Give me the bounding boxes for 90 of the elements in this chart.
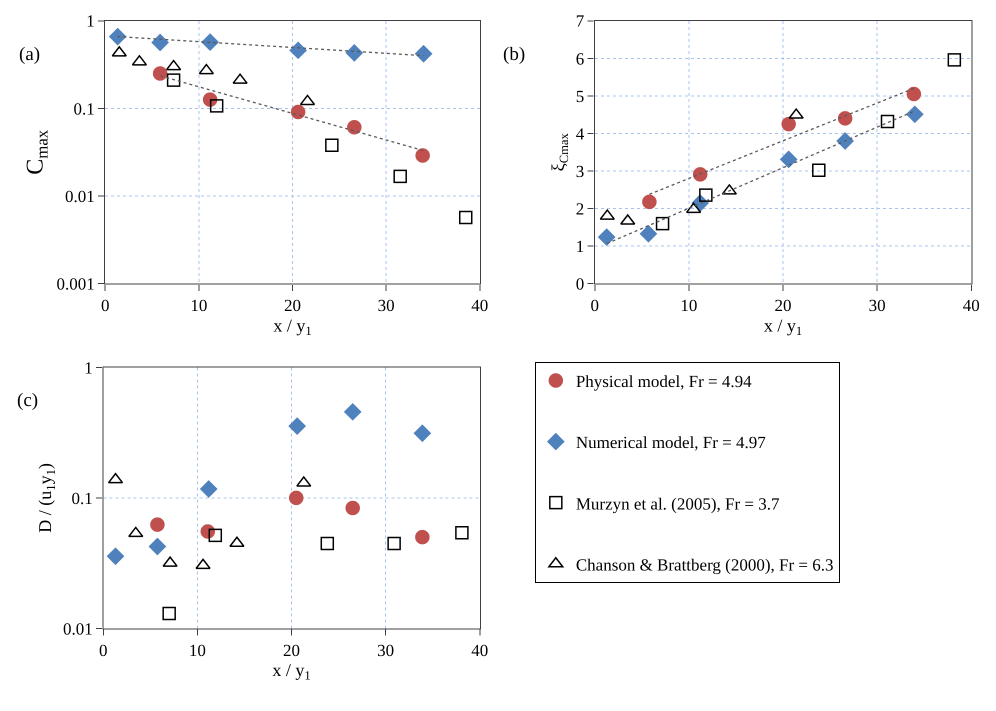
- point: [296, 476, 312, 487]
- x-tick-label: 0: [590, 296, 600, 316]
- point: [162, 606, 176, 620]
- point: [344, 403, 362, 420]
- point: [692, 167, 708, 182]
- x-tick-label: 10: [680, 296, 698, 316]
- x-axis-title: x / y$_{1}$: [764, 315, 802, 338]
- y-tick-label: 1: [86, 12, 95, 31]
- point: [414, 424, 431, 442]
- x-tick-label: 20: [283, 640, 300, 660]
- y-tick-label: 7: [576, 12, 585, 31]
- point: [906, 106, 924, 123]
- point: [948, 53, 962, 67]
- y-tick-label: 0.001: [56, 274, 95, 294]
- text: (a): [19, 44, 40, 65]
- point: [288, 418, 306, 435]
- x-tick-label: 10: [188, 640, 206, 660]
- point: [906, 86, 922, 102]
- point: [290, 104, 306, 120]
- point: [325, 138, 339, 152]
- point: [106, 548, 124, 565]
- text: (b): [503, 44, 526, 65]
- point: [598, 228, 616, 246]
- point: [393, 170, 407, 184]
- point: [836, 132, 854, 150]
- x-tick-label: 0: [99, 640, 108, 660]
- point: [838, 111, 852, 126]
- point: [208, 528, 222, 542]
- x-tick-label: 20: [284, 296, 302, 316]
- y-tick-label: 4: [576, 124, 585, 144]
- y-tick-label: 0.1: [74, 99, 95, 118]
- y-tick-label: 6: [576, 49, 584, 68]
- x-tick-label: 30: [377, 640, 394, 660]
- text: (c): [17, 390, 38, 411]
- x-tick-label: 10: [190, 296, 208, 316]
- point: [128, 526, 144, 538]
- y-tick-label: 0: [576, 274, 584, 294]
- point: [148, 538, 166, 556]
- x-tick-label: 40: [962, 296, 980, 316]
- point: [320, 536, 334, 550]
- point: [112, 46, 127, 57]
- point: [166, 73, 180, 87]
- y-tick-label: 5: [576, 86, 584, 106]
- x-tick-label: 30: [378, 296, 395, 316]
- point: [288, 490, 304, 506]
- x-tick-label: 40: [471, 296, 488, 316]
- point: [202, 34, 219, 51]
- y-tick-label: 3: [576, 162, 584, 181]
- x-axis-title: x / y$_{1}$: [273, 315, 312, 338]
- x-tick-label: 40: [471, 640, 488, 660]
- point: [699, 188, 713, 202]
- x-tick-label: 20: [774, 296, 792, 316]
- point: [415, 530, 430, 544]
- point: [455, 526, 469, 540]
- point: [415, 45, 432, 62]
- point: [210, 99, 224, 113]
- y-tick-label: 0.01: [63, 619, 93, 638]
- x-tick-label: 30: [868, 296, 886, 316]
- y-tick-label: 1: [84, 358, 93, 378]
- point: [656, 216, 670, 230]
- point: [458, 210, 472, 224]
- y-tick-label: 1: [576, 237, 584, 256]
- point: [642, 194, 657, 210]
- point: [109, 28, 126, 46]
- point: [812, 164, 826, 178]
- point: [387, 536, 401, 550]
- y-tick-label: 0.1: [72, 488, 93, 508]
- point: [600, 209, 615, 220]
- point: [781, 116, 796, 132]
- point: [880, 114, 894, 128]
- point: [150, 517, 165, 532]
- point: [415, 148, 430, 163]
- point: [200, 480, 218, 498]
- point: [152, 34, 169, 52]
- point: [640, 225, 657, 242]
- point: [152, 66, 168, 81]
- x-tick-label: 0: [101, 296, 110, 316]
- point: [780, 150, 798, 168]
- point: [346, 44, 363, 62]
- point: [290, 42, 307, 59]
- point: [347, 120, 362, 134]
- legend-label: Numerical model, Fr = 4.97: [576, 433, 766, 452]
- point: [620, 214, 636, 225]
- legend-label: Physical model, Fr = 4.94: [576, 372, 752, 392]
- legend-label: Chanson & Brattberg (2000), Fr = 6.3: [576, 555, 834, 574]
- point: [345, 500, 360, 516]
- x-axis-title: x / y$_{1}$: [272, 660, 311, 683]
- legend-label: Murzyn et al. (2005), Fr = 3.7: [576, 494, 780, 514]
- y-tick-label: 2: [576, 200, 584, 219]
- y-tick-label: 0.01: [65, 187, 95, 206]
